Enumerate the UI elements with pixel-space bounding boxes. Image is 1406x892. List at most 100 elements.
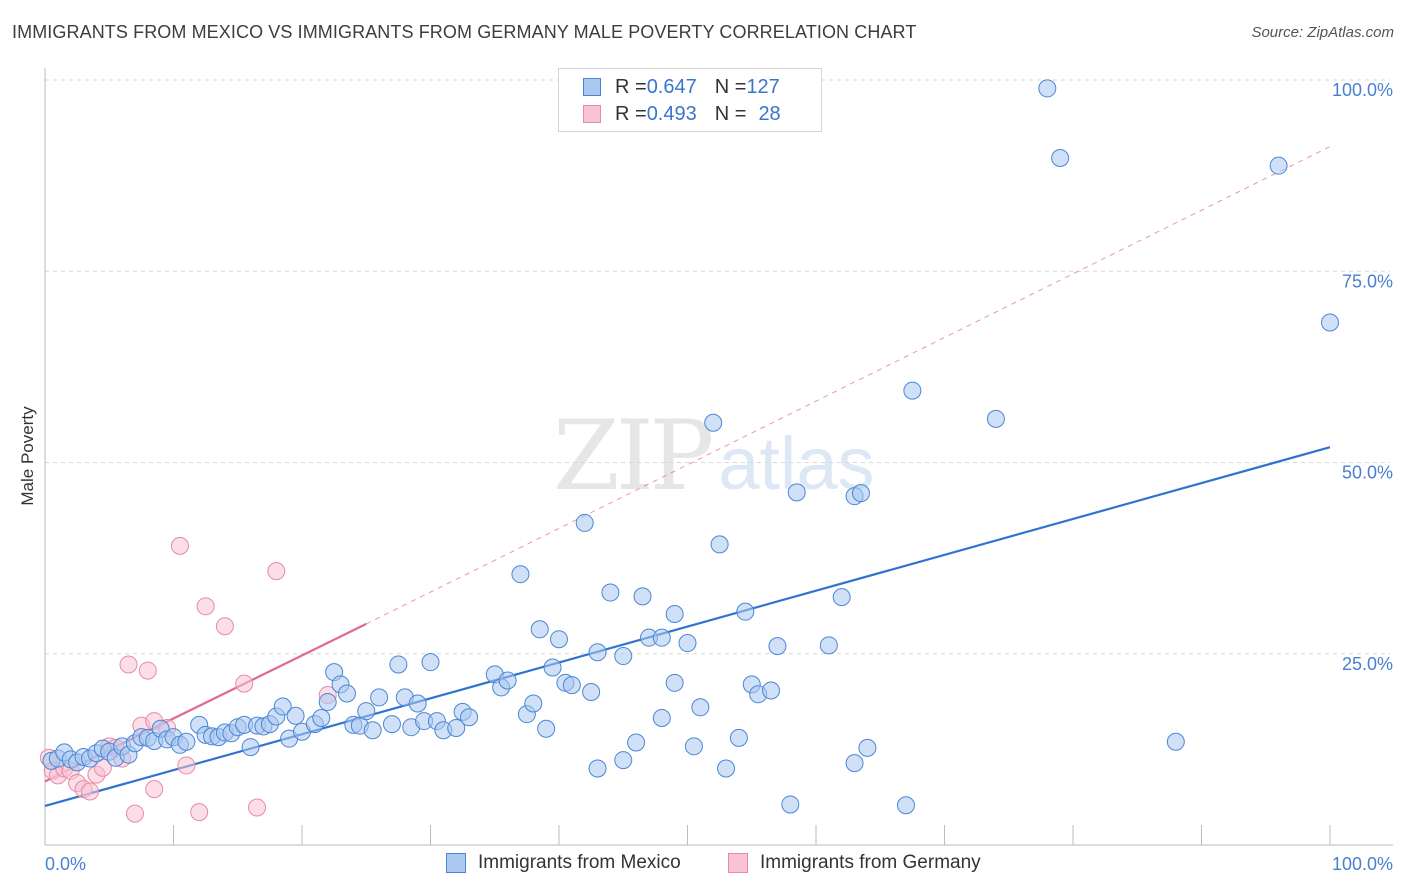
data-point-mexico — [1321, 313, 1339, 332]
legend-row-mexico: R = 0.647 N = 127 — [583, 74, 780, 100]
data-point-germany — [196, 597, 215, 616]
legend-n-value: 28 — [758, 102, 781, 125]
legend-swatch-germany — [728, 853, 748, 873]
data-point-mexico — [614, 647, 633, 666]
source-label: Source: ZipAtlas.com — [1251, 24, 1394, 41]
data-point-germany — [119, 655, 138, 674]
data-point-mexico — [832, 588, 851, 607]
data-point-germany — [190, 803, 209, 822]
data-point-mexico — [819, 636, 838, 655]
data-point-mexico — [736, 602, 755, 621]
data-point-mexico — [286, 706, 305, 725]
data-points — [39, 79, 1339, 823]
data-point-mexico — [460, 708, 479, 727]
legend-r-value: 0.493 — [646, 102, 697, 125]
data-point-mexico — [845, 754, 864, 773]
data-point-mexico — [588, 759, 607, 778]
legend-n-value: 127 — [746, 75, 780, 98]
legend-r-label: R = — [615, 75, 647, 98]
y-tick-label: 100.0% — [1332, 80, 1393, 100]
legend-swatch-germany — [583, 105, 601, 123]
axes — [44, 68, 1393, 846]
legend-swatch-mexico — [583, 78, 601, 96]
legend-item-germany[interactable]: Immigrants from Germany — [728, 852, 981, 874]
legend-n-label: N = — [714, 75, 747, 98]
legend-r-label: R = — [615, 102, 647, 125]
data-point-mexico — [678, 634, 697, 653]
data-point-mexico — [762, 681, 781, 700]
x-tick-label: 100.0% — [1332, 854, 1393, 874]
data-point-mexico — [652, 709, 671, 728]
y-tick-label: 75.0% — [1342, 271, 1393, 291]
data-point-mexico — [704, 413, 723, 432]
data-point-mexico — [665, 604, 684, 623]
data-point-mexico — [530, 620, 549, 639]
trend-line-germany-extended — [366, 146, 1331, 625]
data-point-mexico — [408, 694, 427, 713]
data-point-mexico — [652, 628, 671, 647]
data-point-mexico — [363, 721, 382, 740]
data-point-mexico — [768, 637, 787, 656]
legend-n-label: N = — [714, 102, 747, 125]
data-point-mexico — [524, 694, 543, 713]
data-point-mexico — [382, 715, 401, 734]
tick-labels: 25.0% 50.0% 75.0% 100.0% 0.0% 100.0% — [45, 80, 1393, 874]
data-point-germany — [80, 782, 99, 801]
data-point-mexico — [498, 671, 517, 690]
data-point-mexico — [717, 759, 736, 778]
data-point-mexico — [896, 796, 915, 815]
data-point-germany — [177, 756, 196, 775]
data-point-mexico — [588, 643, 607, 662]
trend-lines — [44, 146, 1331, 808]
data-point-mexico — [601, 583, 620, 602]
data-point-mexico — [337, 684, 356, 703]
data-point-mexico — [550, 630, 568, 649]
data-point-mexico — [787, 483, 806, 502]
data-point-mexico — [1038, 79, 1057, 98]
data-point-mexico — [447, 718, 466, 737]
data-point-germany — [145, 780, 164, 799]
data-point-mexico — [177, 732, 196, 751]
chart-title: IMMIGRANTS FROM MEXICO VS IMMIGRANTS FRO… — [12, 22, 917, 42]
data-point-mexico — [627, 733, 646, 752]
data-point-mexico — [903, 381, 922, 400]
data-point-mexico — [241, 738, 260, 757]
data-point-mexico — [858, 738, 877, 757]
legend-r-value: 0.647 — [646, 75, 697, 98]
data-point-mexico — [421, 653, 440, 672]
data-point-mexico — [710, 535, 729, 554]
data-point-mexico — [537, 719, 556, 738]
data-point-germany — [248, 798, 267, 817]
data-point-germany — [235, 674, 254, 693]
x-tick-label: 0.0% — [45, 854, 86, 874]
data-point-mexico — [729, 728, 748, 747]
data-point-mexico — [684, 737, 703, 756]
data-point-mexico — [633, 587, 652, 606]
data-point-mexico — [986, 409, 1005, 428]
data-point-mexico — [511, 565, 530, 584]
data-point-mexico — [582, 683, 601, 701]
data-point-mexico — [389, 655, 408, 674]
data-point-mexico — [1051, 149, 1070, 168]
y-tick-label: 25.0% — [1342, 654, 1393, 674]
correlation-legend: R = 0.647 N = 127 R = 0.493 N = 28 — [558, 68, 822, 132]
data-point-mexico — [614, 751, 633, 770]
series-legend: Immigrants from Mexico Immigrants from G… — [0, 852, 1406, 878]
data-point-mexico — [575, 513, 594, 532]
data-point-mexico — [781, 795, 800, 814]
legend-row-germany: R = 0.493 N = 28 — [583, 101, 781, 127]
data-point-mexico — [357, 702, 376, 721]
data-point-germany — [215, 617, 234, 636]
data-point-germany — [170, 536, 189, 555]
data-point-mexico — [691, 698, 710, 717]
data-point-germany — [267, 562, 286, 581]
data-point-germany — [125, 804, 144, 823]
legend-label-germany: Immigrants from Germany — [760, 852, 981, 873]
data-point-mexico — [562, 676, 581, 695]
data-point-mexico — [318, 692, 337, 711]
data-point-mexico — [273, 697, 292, 716]
legend-item-mexico[interactable]: Immigrants from Mexico — [446, 852, 681, 874]
data-point-mexico — [543, 658, 562, 677]
data-point-mexico — [851, 484, 870, 503]
